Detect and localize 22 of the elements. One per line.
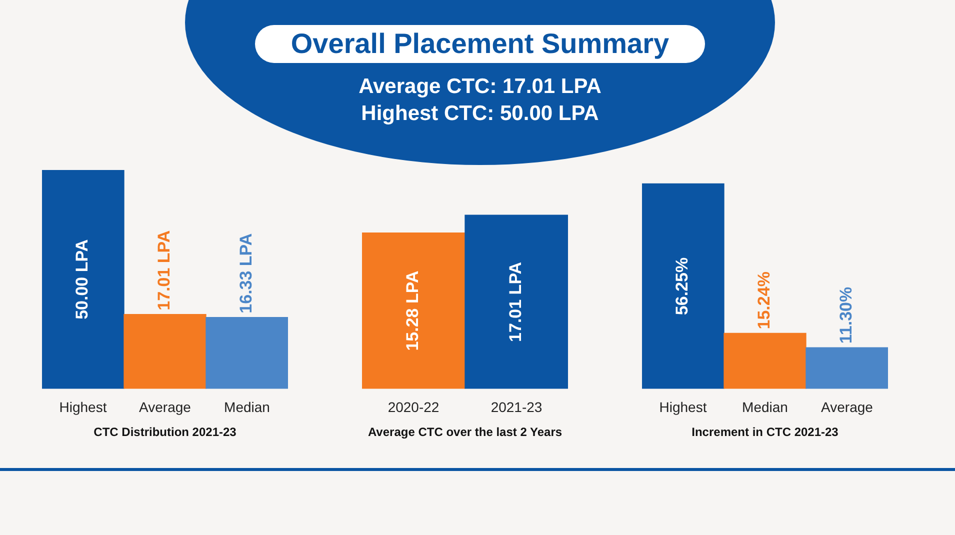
x-tick-label: 2020-22 xyxy=(388,399,440,416)
x-tick-label: Median xyxy=(224,399,270,416)
text: Increment in CTC 2021-23 xyxy=(692,425,839,440)
text: CTC Distribution 2021-23 xyxy=(94,425,237,440)
text: Highest CTC: 50.00 LPA xyxy=(360,101,600,127)
data-label: 11.30% xyxy=(836,286,856,344)
text: Average CTC: 17.01 LPA xyxy=(358,74,602,100)
data-label: 17.01 LPA xyxy=(506,262,526,342)
text: Average CTC over the last 2 Years xyxy=(368,425,562,440)
x-tick-label: Average xyxy=(139,399,192,416)
data-label: 15.24% xyxy=(754,272,774,330)
data-label: 15.28 LPA xyxy=(403,270,422,351)
data-label: 50.00 LPA xyxy=(72,239,92,320)
x-tick-label: Highest xyxy=(659,399,707,416)
x-tick-label: 2021-23 xyxy=(490,399,542,416)
x-tick-label: Average xyxy=(821,399,874,416)
data-label: 16.33 LPA xyxy=(236,233,256,314)
x-tick-label: Median xyxy=(742,399,788,416)
text: Overall Placement Summary xyxy=(255,25,705,63)
data-label: 17.01 LPA xyxy=(154,230,174,310)
data-label: 56.25% xyxy=(672,257,692,316)
x-tick-label: Highest xyxy=(59,399,107,416)
